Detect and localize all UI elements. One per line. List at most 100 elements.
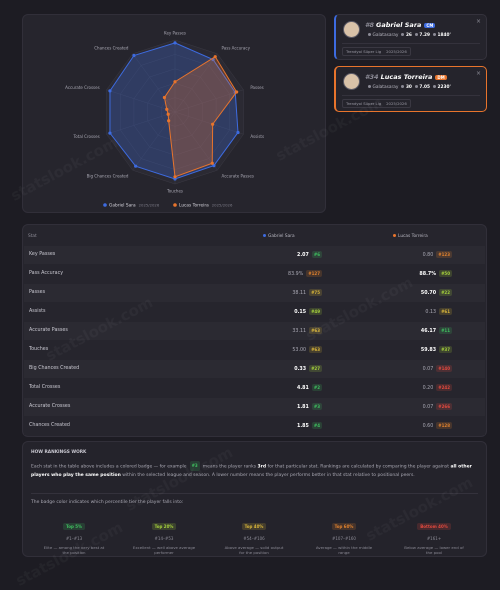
rank-badge: #37 [439,346,452,353]
player-name: Lucas Torreira [380,73,433,81]
player-minutes: 2230' [437,85,451,90]
team-name: Galatasaray [372,85,399,90]
header-stat: Stat [28,234,37,239]
stat-value: 0.80 [422,253,434,258]
radar-spoke [106,111,176,135]
legend-season: 2025/2026 [139,203,160,208]
info-text: Each stat in the table above includes a … [31,464,187,470]
player-name-row: #8 Gabriel Sara CM [365,21,436,29]
radar-axis-label: Key Passes [164,30,186,35]
rank-badge: #128 [436,422,452,429]
header-name: Lucas Torreira [398,234,428,239]
stat-name: Accurate Passes [29,328,68,333]
info-text: means the player ranks [202,464,257,470]
rank-badge: #50 [439,270,452,277]
tier: Top 40% #54–#106 Above average — solid out… [211,513,297,555]
stat-cell: 0.13 #61 [425,308,452,315]
stat-value: 0.07 [422,367,434,372]
rank-badge: #4 [311,422,322,429]
card-divider [342,95,480,96]
player-minutes: 1840' [437,33,451,38]
rank-badge: #27 [309,365,322,372]
info-text: within the selected league and season. A… [122,472,415,478]
radar-axis-label: Pass Accuracy [222,45,251,50]
tier-range: #54–#106 [243,536,265,541]
tier-description: Average — within the middle range [315,545,373,555]
player-rating: 7.05 [419,85,431,90]
radar-chart: Key Passes Pass Accuracy Passes Assists Accu… [65,30,264,209]
stat-value: 0.15 [294,310,307,315]
stat-cell: 0.60 #128 [423,422,452,429]
rank-badge: #6 [311,251,322,258]
close-button[interactable]: × [475,18,481,25]
player-age-icon [401,33,405,36]
tier: Top 5% #1–#13 Elite — among the very best … [31,513,117,555]
radar-point [167,119,171,123]
stat-value: 0.07 [422,405,434,410]
stat-value: 83.9% [288,272,304,277]
stat-value: 88.7% [419,272,437,277]
legend-entry: Gabriel Sara 2025/2026 [109,203,160,209]
rank-badge: #11 [439,327,452,334]
player-stats: Galatasaray 26 7.29 1840' [365,33,451,38]
radar-axis-label: Chances Created [94,45,129,50]
table-row: Touches 53.00 #63 59.83 #37 [24,341,485,359]
table-row: Chances Created 1.85 #4 0.60 #128 [24,417,485,435]
table-row: Big Chances Created 0.33 #27 0.07 #140 [24,360,485,378]
radar-point [210,161,214,165]
stat-name: Total Crosses [29,385,61,390]
radar-spoke [174,111,218,171]
stat-cell: 1.81 #3 [297,403,322,410]
stat-name: Key Passes [29,252,56,257]
tier: Top 60% #107–#160 Average — within the mid… [301,513,387,555]
radar-point [173,41,177,45]
table-row: Pass Accuracy 83.9% #127 88.7% #50 [24,265,485,283]
stat-name: Touches [29,347,49,352]
league-season: 2025/2026 [386,49,407,54]
radar-axis-label: Touches [166,189,183,194]
radar-axis-label: Total Crosses [73,134,100,139]
player-number: #34 [365,73,379,81]
legend-entry: Lucas Torreira 2025/2026 [179,203,233,209]
info-divider [31,493,478,494]
close-button[interactable]: × [475,70,481,77]
radar-point [162,95,167,100]
rank-badge: #22 [439,289,452,296]
tier-label: Bottom 40% [417,523,451,530]
tier-range: #14–#53 [154,536,174,541]
player-name: Gabriel Sara [376,21,422,29]
player-number: #8 [365,21,375,29]
radar-spoke [174,53,218,113]
tier-description: Elite — among the very best at the posit… [43,545,105,555]
stat-cell: 0.80 #123 [423,251,452,258]
player-age: 30 [405,85,412,90]
position-badge: CM [424,22,436,28]
stat-value: 0.13 [425,310,437,315]
stat-value: 38.11 [292,291,307,296]
legend-swatch [103,203,107,207]
stat-cell: 38.11 #75 [292,289,322,296]
stat-cell: 53.00 #63 [292,346,322,353]
rank-badge: #123 [436,251,452,258]
league-name: Trendyol Süper Lig [346,49,382,54]
stat-cell: 88.7% #50 [419,270,452,277]
rank-badge: #140 [436,365,452,372]
rank-badge: #127 [306,270,322,277]
info-bold: 3rd [257,464,267,470]
stat-cell: 83.9% #127 [288,270,322,277]
stat-name: Big Chances Created [29,366,80,371]
tier: Bottom 40% #161+ Below average — lower end… [391,513,477,555]
stat-value: 50.70 [420,291,437,296]
stat-name: Passes [29,290,46,295]
radar-point [213,55,217,59]
player-age-icon [401,85,405,88]
radar-axis-label: Accurate Passes [222,174,254,179]
radar-point [173,80,177,84]
tier-range: #107–#160 [332,536,356,541]
team-name: Galatasaray [372,33,399,38]
stat-value: 0.60 [422,424,434,429]
rank-badge: #49 [309,308,322,315]
player-card: #8 Gabriel Sara CM × Galatasaray 26 7.29 1840' T… [334,14,487,60]
stat-value: 59.83 [420,348,437,353]
radar-point [211,122,215,126]
